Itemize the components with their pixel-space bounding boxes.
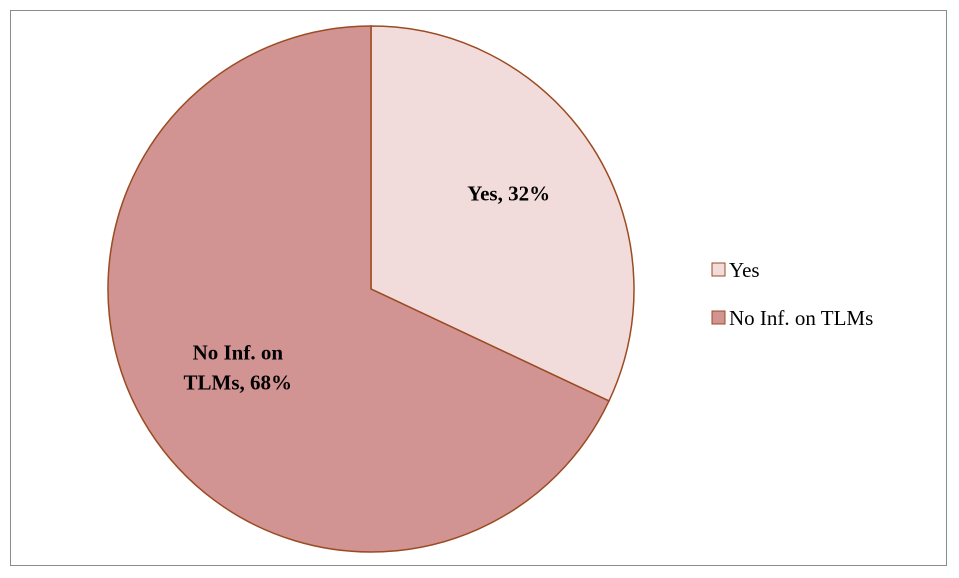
pie-slice-no-inf-on-tlms bbox=[107, 25, 610, 553]
legend-label-no-inf-on-tlms: No Inf. on TLMs bbox=[729, 306, 873, 330]
data-label-no-inf-on-tlms: No Inf. on TLMs, 68% bbox=[184, 341, 293, 395]
legend-swatch-yes bbox=[711, 262, 726, 277]
pie-data-labels: Yes, 32% No Inf. on TLMs, 68% bbox=[184, 182, 551, 395]
pie-slice-yes bbox=[370, 25, 635, 402]
legend: Yes No Inf. on TLMs bbox=[711, 258, 873, 330]
legend-label-yes: Yes bbox=[729, 258, 760, 282]
pie-slices bbox=[107, 25, 635, 553]
legend-swatch-no-inf-on-tlms bbox=[711, 310, 726, 325]
data-label-yes: Yes, 32% bbox=[467, 182, 550, 206]
